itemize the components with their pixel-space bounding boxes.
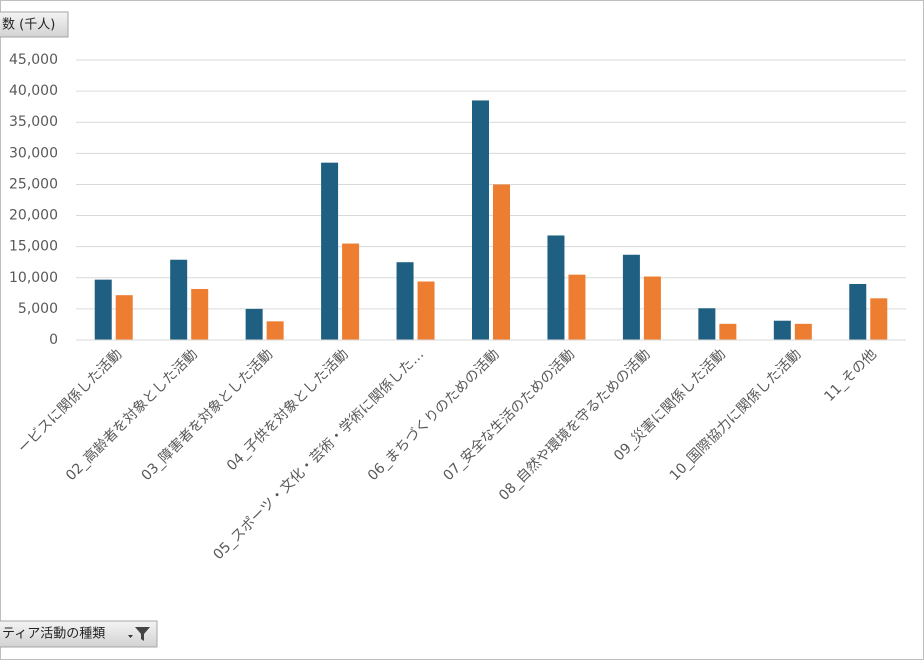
filter-icon [135,627,150,641]
button-face [0,620,158,648]
bar [773,320,791,340]
bar [493,184,510,340]
bar [191,288,209,340]
bar [396,262,414,340]
bar [266,321,284,340]
bar [170,259,188,340]
bar [622,254,640,340]
bar [719,323,737,340]
axis-field-button[interactable]: ティア活動の種類 [0,620,158,648]
bar [472,100,489,340]
button-label: ティア活動の種類 [2,626,105,642]
bar [794,323,812,340]
bar [115,295,133,340]
bar [643,276,661,340]
button-label: 数 (千人) [2,18,55,33]
bar [417,281,435,340]
y-tick-label: 30,000 [9,145,58,161]
dropdown-arrow [128,635,133,638]
y-tick-label: 5,000 [18,301,58,317]
bar [342,243,360,340]
bar [849,284,867,340]
bar [870,298,888,340]
y-tick-label: 10,000 [9,270,58,286]
y-tick-label: 45,000 [9,52,58,68]
bar [698,308,716,340]
bar [245,308,263,340]
bar [94,279,112,340]
button-face [0,11,69,38]
value-field-button[interactable]: 数 (千人) [0,11,69,38]
y-tick-label: 25,000 [9,176,58,192]
y-tick-label: 40,000 [9,83,58,99]
y-tick-label: 15,000 [9,239,58,255]
bar [547,235,565,340]
y-tick-label: 0 [49,332,58,348]
bar [321,162,339,340]
y-tick-label: 20,000 [9,208,58,224]
y-tick-label: 35,000 [9,114,58,130]
bar [568,274,586,340]
